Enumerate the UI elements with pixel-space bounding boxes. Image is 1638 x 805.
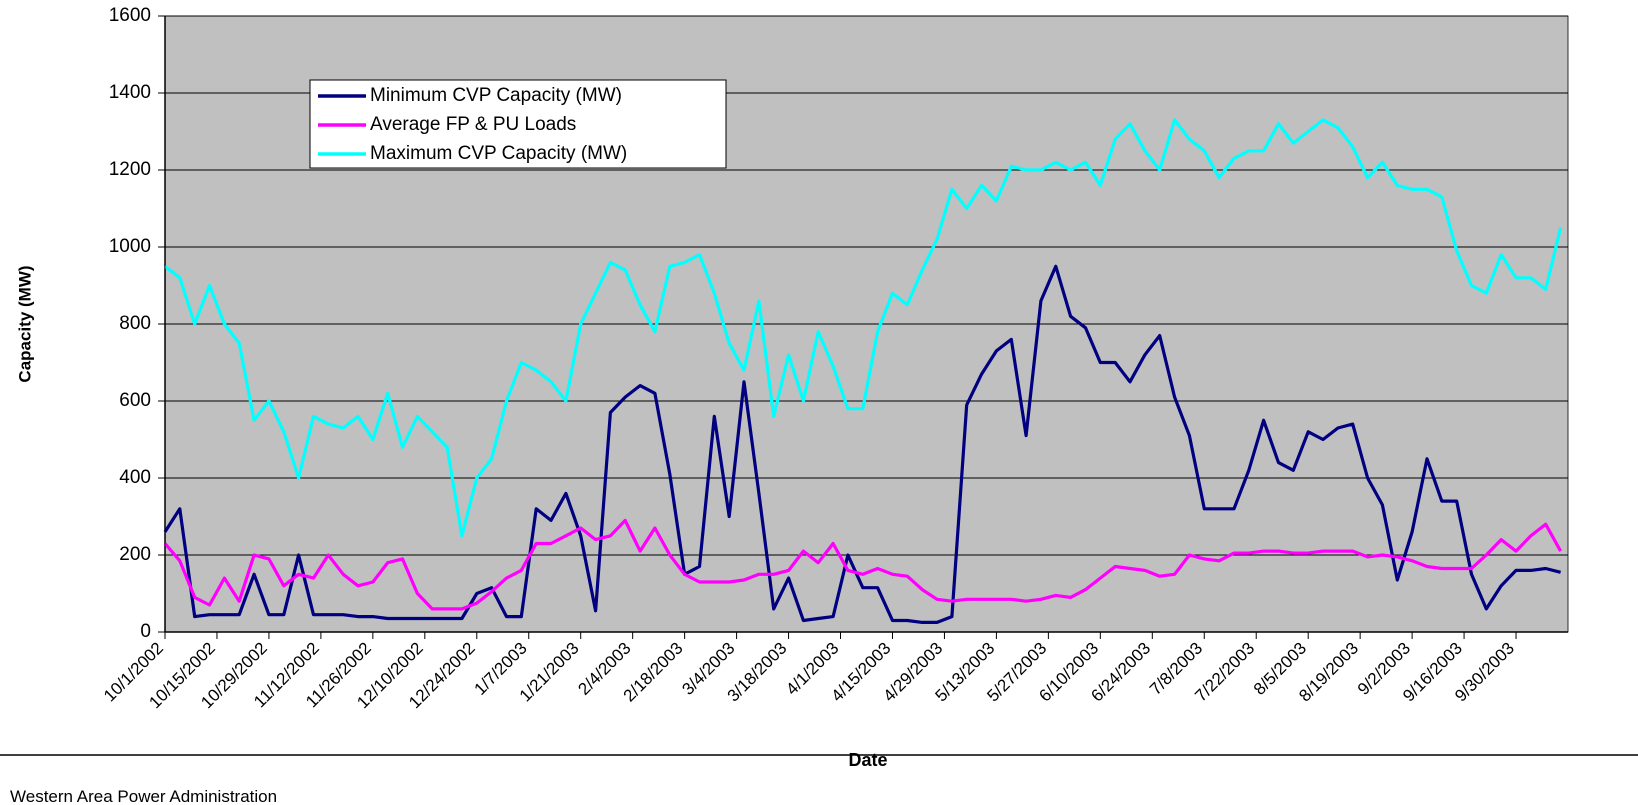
y-tick-label: 200 bbox=[119, 544, 151, 565]
y-axis-label: Capacity (MW) bbox=[15, 265, 34, 382]
plot-frame bbox=[164, 15, 1569, 633]
y-tick-label: 600 bbox=[119, 390, 151, 411]
series-line bbox=[163, 518, 1562, 611]
y-tick-label: 1200 bbox=[109, 159, 151, 180]
y-tick-label: 1600 bbox=[109, 5, 151, 26]
legend-label: Maximum CVP Capacity (MW) bbox=[370, 143, 627, 164]
y-tick-label: 1000 bbox=[109, 236, 151, 257]
y-tick-label: 1400 bbox=[109, 82, 151, 103]
footer-text: Western Area Power Administration bbox=[10, 787, 277, 805]
y-tick-label: 400 bbox=[119, 467, 151, 488]
x-axis-label: Date bbox=[848, 750, 887, 770]
y-tick-label: 800 bbox=[119, 313, 151, 334]
y-tick-label: 0 bbox=[140, 621, 151, 642]
legend-box bbox=[309, 79, 727, 169]
legend-label: Average FP & PU Loads bbox=[370, 114, 576, 135]
legend-label: Minimum CVP Capacity (MW) bbox=[370, 85, 622, 106]
legend: Minimum CVP Capacity (MW) Average FP & PU… bbox=[309, 79, 727, 169]
series-line bbox=[163, 264, 1561, 624]
series-line bbox=[164, 118, 1563, 538]
